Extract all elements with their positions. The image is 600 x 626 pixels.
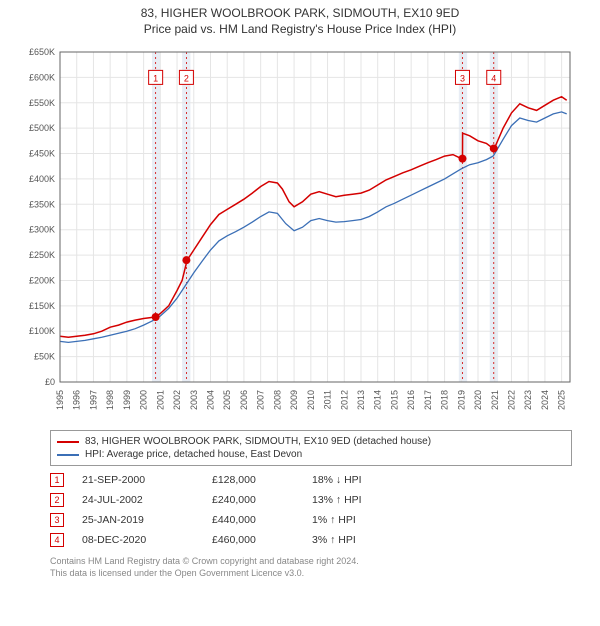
legend-label: HPI: Average price, detached house, East… [85, 449, 302, 460]
legend-label: 83, HIGHER WOOLBROOK PARK, SIDMOUTH, EX1… [85, 436, 431, 447]
svg-text:£600K: £600K [29, 72, 55, 82]
sale-marker-box: 1 [50, 473, 64, 487]
svg-text:£650K: £650K [29, 47, 55, 57]
sales-table: 1 21-SEP-2000£128,00018% ↓ HPI 2 24-JUL-200… [50, 470, 572, 550]
svg-text:1995: 1995 [55, 390, 65, 410]
svg-text:2012: 2012 [339, 390, 349, 410]
svg-text:2002: 2002 [172, 390, 182, 410]
svg-text:£400K: £400K [29, 174, 55, 184]
chart-subtitle: Price paid vs. HM Land Registry's House … [0, 22, 600, 36]
sale-price: £128,000 [212, 474, 312, 486]
svg-text:2017: 2017 [423, 390, 433, 410]
sale-row: 3 25-JAN-2019£440,0001% ↑ HPI [50, 510, 572, 530]
svg-text:£200K: £200K [29, 275, 55, 285]
svg-text:2007: 2007 [256, 390, 266, 410]
svg-text:3: 3 [460, 73, 465, 83]
sale-marker-box: 2 [50, 493, 64, 507]
svg-text:2016: 2016 [406, 390, 416, 410]
svg-text:2: 2 [184, 73, 189, 83]
svg-text:2015: 2015 [389, 390, 399, 410]
svg-text:2019: 2019 [456, 390, 466, 410]
svg-text:2023: 2023 [523, 390, 533, 410]
sale-marker-box: 3 [50, 513, 64, 527]
svg-text:£100K: £100K [29, 326, 55, 336]
svg-text:£0: £0 [45, 377, 55, 387]
svg-text:£300K: £300K [29, 225, 55, 235]
sale-date: 25-JAN-2019 [82, 514, 212, 526]
svg-text:£50K: £50K [34, 352, 55, 362]
svg-text:1997: 1997 [88, 390, 98, 410]
legend-swatch [57, 454, 79, 456]
sale-date: 21-SEP-2000 [82, 474, 212, 486]
svg-text:2018: 2018 [440, 390, 450, 410]
sale-row: 1 21-SEP-2000£128,00018% ↓ HPI [50, 470, 572, 490]
svg-text:4: 4 [491, 73, 496, 83]
sale-diff: 1% ↑ HPI [312, 514, 402, 526]
footer-line-1: Contains HM Land Registry data © Crown c… [50, 556, 572, 568]
svg-text:2020: 2020 [473, 390, 483, 410]
svg-text:£450K: £450K [29, 149, 55, 159]
sale-diff: 13% ↑ HPI [312, 494, 402, 506]
legend-swatch [57, 441, 79, 443]
svg-text:2005: 2005 [222, 390, 232, 410]
legend: 83, HIGHER WOOLBROOK PARK, SIDMOUTH, EX1… [50, 430, 572, 466]
svg-text:2014: 2014 [373, 390, 383, 410]
svg-text:1999: 1999 [122, 390, 132, 410]
sale-row: 4 08-DEC-2020£460,0003% ↑ HPI [50, 530, 572, 550]
chart-area: £0 £50K £100K £150K £200K £250K £300K £350K £400… [10, 42, 590, 422]
svg-text:2025: 2025 [557, 390, 567, 410]
svg-text:1998: 1998 [105, 390, 115, 410]
svg-text:2000: 2000 [139, 390, 149, 410]
svg-text:2006: 2006 [239, 390, 249, 410]
chart-svg: £0 £50K £100K £150K £200K £250K £300K £350K £400… [10, 42, 590, 422]
svg-text:2009: 2009 [289, 390, 299, 410]
svg-text:2021: 2021 [490, 390, 500, 410]
page-container: 83, HIGHER WOOLBROOK PARK, SIDMOUTH, EX1… [0, 6, 600, 626]
sale-row: 2 24-JUL-2002£240,00013% ↑ HPI [50, 490, 572, 510]
svg-text:1996: 1996 [72, 390, 82, 410]
svg-text:£250K: £250K [29, 250, 55, 260]
svg-text:2024: 2024 [540, 390, 550, 410]
svg-text:2001: 2001 [155, 390, 165, 410]
svg-text:2022: 2022 [506, 390, 516, 410]
chart-title: 83, HIGHER WOOLBROOK PARK, SIDMOUTH, EX1… [0, 6, 600, 20]
sale-price: £460,000 [212, 534, 312, 546]
svg-text:£350K: £350K [29, 199, 55, 209]
svg-text:2008: 2008 [272, 390, 282, 410]
svg-text:1: 1 [153, 73, 158, 83]
legend-item: HPI: Average price, detached house, East… [57, 448, 565, 461]
svg-text:2010: 2010 [306, 390, 316, 410]
sale-date: 08-DEC-2020 [82, 534, 212, 546]
footer-attribution: Contains HM Land Registry data © Crown c… [50, 556, 572, 579]
legend-item: 83, HIGHER WOOLBROOK PARK, SIDMOUTH, EX1… [57, 435, 565, 448]
svg-text:2003: 2003 [189, 390, 199, 410]
sale-price: £440,000 [212, 514, 312, 526]
sale-price: £240,000 [212, 494, 312, 506]
sale-diff: 18% ↓ HPI [312, 474, 402, 486]
svg-text:£550K: £550K [29, 98, 55, 108]
svg-text:£500K: £500K [29, 123, 55, 133]
sale-marker-box: 4 [50, 533, 64, 547]
footer-line-2: This data is licensed under the Open Gov… [50, 568, 572, 580]
svg-text:2013: 2013 [356, 390, 366, 410]
sale-diff: 3% ↑ HPI [312, 534, 402, 546]
svg-text:2004: 2004 [205, 390, 215, 410]
sale-date: 24-JUL-2002 [82, 494, 212, 506]
svg-text:2011: 2011 [323, 390, 333, 409]
svg-text:£150K: £150K [29, 301, 55, 311]
